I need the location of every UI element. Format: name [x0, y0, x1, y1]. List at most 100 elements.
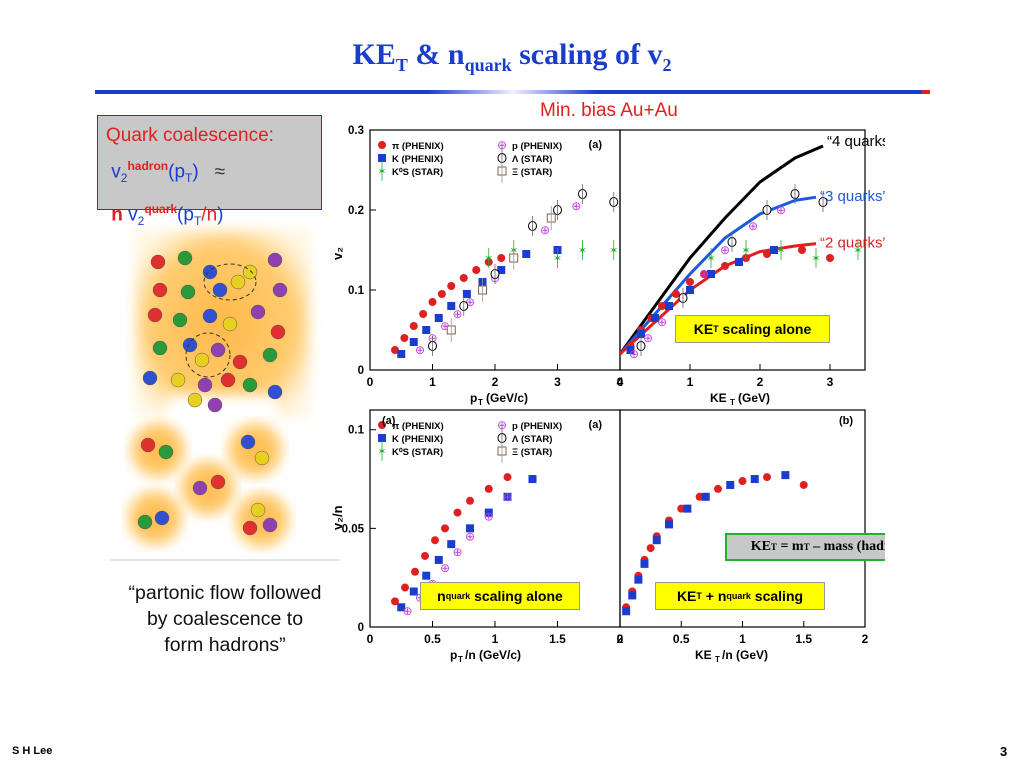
- data-point: [622, 607, 631, 616]
- x-tick-label: 2: [862, 632, 869, 646]
- x-tick-label: 0: [367, 632, 374, 646]
- svg-text:p (PHENIX): p (PHENIX): [512, 141, 562, 152]
- quark-ball: [230, 274, 246, 290]
- data-point: [763, 250, 771, 258]
- data-point: ⊕: [465, 295, 475, 309]
- data-point: ⊕: [629, 347, 639, 361]
- quark-ball: [232, 354, 248, 370]
- quark-ball: [147, 307, 163, 323]
- data-point: [826, 254, 834, 262]
- quark-ball: [140, 437, 156, 453]
- data-point: ⊕: [415, 343, 425, 357]
- quark-ball: [250, 304, 266, 320]
- data-point: [391, 597, 399, 606]
- data-point: [665, 520, 673, 529]
- quark-ball: [187, 392, 203, 408]
- series-π (PHENIX): [391, 254, 506, 354]
- caption: “partonic flow followed by coalescence to…: [128, 582, 322, 656]
- quark-ball: [177, 250, 193, 266]
- svg-text:Λ (STAR): Λ (STAR): [512, 434, 552, 445]
- panel-label: (a): [382, 415, 396, 427]
- quark-ball: [182, 337, 198, 353]
- data-point: [637, 330, 645, 338]
- data-point: [735, 258, 743, 266]
- data-point: [421, 551, 429, 560]
- data-point: [472, 266, 481, 274]
- data-point: [658, 302, 666, 310]
- data-point: [431, 536, 439, 545]
- series-Λ (STAR): [636, 184, 828, 356]
- quark-ball: [250, 502, 266, 518]
- series-K (PHENIX): [397, 246, 562, 358]
- coalescence-illustration: [110, 230, 340, 561]
- data-point: [634, 575, 643, 584]
- data-point: [763, 473, 771, 482]
- data-point: [400, 334, 409, 342]
- plot-subtitle: Min. bias Au+Au: [540, 100, 678, 121]
- data-point: [721, 262, 729, 270]
- data-point: [781, 471, 790, 480]
- data-point: [411, 567, 419, 576]
- legend-entry: ✶ K⁰S (STAR): [377, 161, 443, 181]
- x-tick-label: 1.5: [795, 632, 812, 646]
- data-point: [686, 286, 694, 294]
- svg-text:Ξ (STAR): Ξ (STAR): [512, 447, 552, 458]
- slide-title: KET & nquark scaling of v2: [352, 38, 672, 75]
- coalescence-formula-line1: v2hadron(pT) ≈: [111, 159, 225, 186]
- panel-ket: [619, 129, 866, 371]
- data-point: ⊕: [720, 243, 730, 257]
- data-point: [391, 346, 399, 354]
- series-K⁰S (STAR): ✶✶✶✶✶: [484, 240, 618, 268]
- data-point: [397, 350, 406, 358]
- x-tick-label: 2: [757, 375, 764, 389]
- x-tick-label: 1.5: [549, 632, 566, 646]
- data-point: [462, 290, 471, 298]
- data-point: [628, 591, 637, 600]
- data-point: ⊕: [571, 199, 581, 213]
- x-tick-label: 0.5: [673, 632, 690, 646]
- data-point: [503, 492, 512, 501]
- svg-text:K⁰S (STAR): K⁰S (STAR): [392, 447, 443, 458]
- axis-label: p: [450, 648, 457, 662]
- quark-ball: [242, 377, 258, 393]
- data-point: ⊕: [402, 604, 412, 618]
- data-point: ⊕: [540, 223, 550, 237]
- svg-text:T: T: [730, 398, 735, 407]
- data-point: [437, 290, 446, 298]
- data-point: [695, 492, 704, 501]
- legend-entry: ⊕ p (PHENIX): [497, 418, 562, 432]
- quark-ball: [240, 434, 256, 450]
- data-point: ⊕: [497, 138, 507, 152]
- y-tick-label: 0.1: [348, 285, 365, 297]
- data-point: [409, 587, 418, 596]
- data-point: ⊕: [502, 490, 512, 504]
- data-point: [651, 314, 659, 322]
- curve-label: “4 quarks”: [827, 133, 885, 150]
- legend-entry: π (PHENIX): [378, 141, 444, 152]
- data-point: [434, 555, 443, 564]
- y-tick-label: 0.2: [348, 205, 364, 217]
- data-point: ⊕: [452, 545, 462, 559]
- axis-label: /n (GeV): [722, 648, 768, 662]
- data-point: [798, 246, 806, 254]
- svg-text:Λ (STAR): Λ (STAR): [512, 154, 552, 165]
- data-point: ⊕: [776, 203, 786, 217]
- series-K (PHENIX): [626, 246, 778, 354]
- ket-definition-box: KET = mT – mass (hadron): [725, 533, 885, 561]
- data-point: ⊕: [465, 529, 475, 543]
- quark-ball: [172, 312, 188, 328]
- legend-entry: Ξ (STAR): [497, 159, 552, 183]
- data-point: [497, 266, 506, 274]
- data-point: [401, 583, 409, 592]
- legend-entry: ✶ K⁰S (STAR): [377, 441, 443, 461]
- data-point: [686, 278, 694, 286]
- data-point: [726, 480, 735, 489]
- data-point: ⊕: [484, 510, 494, 524]
- coalescence-heading: Quark coalescence:: [106, 125, 274, 146]
- data-point: [447, 302, 456, 310]
- quark-ball: [137, 514, 153, 530]
- x-tick-label: 0: [617, 632, 624, 646]
- data-point: [441, 524, 449, 533]
- data-point: [700, 270, 708, 278]
- quark-ball: [262, 347, 278, 363]
